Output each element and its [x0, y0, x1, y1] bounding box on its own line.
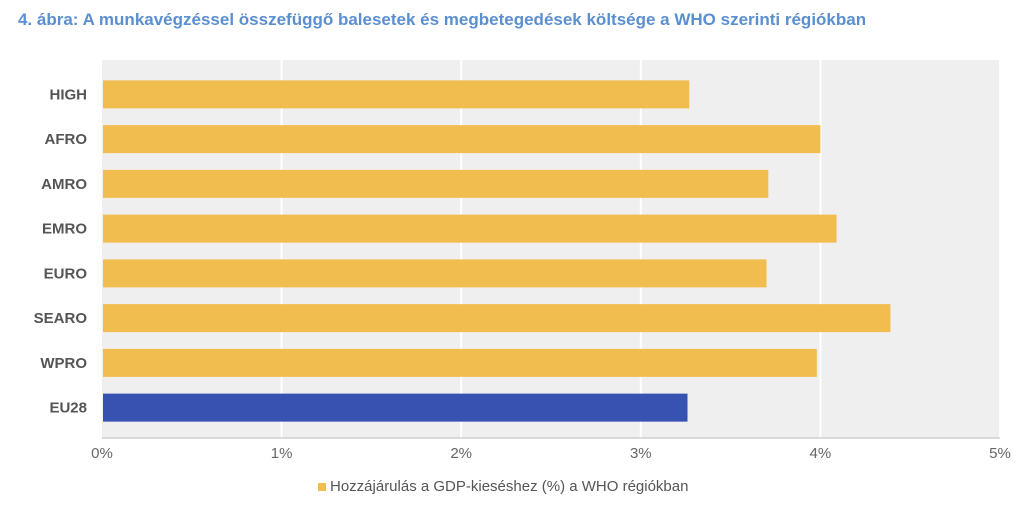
- x-tick-label: 4%: [810, 445, 832, 462]
- plot-area: [102, 60, 1000, 438]
- x-tick-label: 2%: [450, 445, 472, 462]
- bar-afro: [103, 125, 821, 154]
- chart-title: 4. ábra: A munkavégzéssel összefüggő bal…: [18, 10, 867, 29]
- x-tick-label: 1%: [271, 445, 293, 462]
- category-label: WPRO: [40, 355, 87, 372]
- bar-eu28: [103, 393, 688, 422]
- category-label: EURO: [44, 265, 88, 282]
- category-label: AMRO: [41, 176, 87, 193]
- category-label: SEARO: [34, 310, 88, 327]
- legend-label: Hozzájárulás a GDP-kieséshez (%) a WHO r…: [330, 478, 689, 495]
- bar-euro: [103, 259, 767, 288]
- bar-emro: [103, 214, 837, 243]
- bar-wpro: [103, 348, 817, 377]
- bar-high: [103, 80, 690, 109]
- legend: Hozzájárulás a GDP-kieséshez (%) a WHO r…: [318, 478, 688, 495]
- category-label: HIGH: [50, 86, 88, 103]
- bar-searo: [103, 304, 891, 333]
- x-tick-label: 0%: [91, 445, 113, 462]
- category-label: EMRO: [42, 221, 87, 238]
- bar-amro: [103, 169, 769, 198]
- category-label: EU28: [49, 400, 87, 417]
- x-tick-label: 3%: [630, 445, 652, 462]
- x-tick-label: 5%: [989, 445, 1011, 462]
- legend-swatch: [318, 482, 326, 491]
- category-label: AFRO: [45, 131, 88, 148]
